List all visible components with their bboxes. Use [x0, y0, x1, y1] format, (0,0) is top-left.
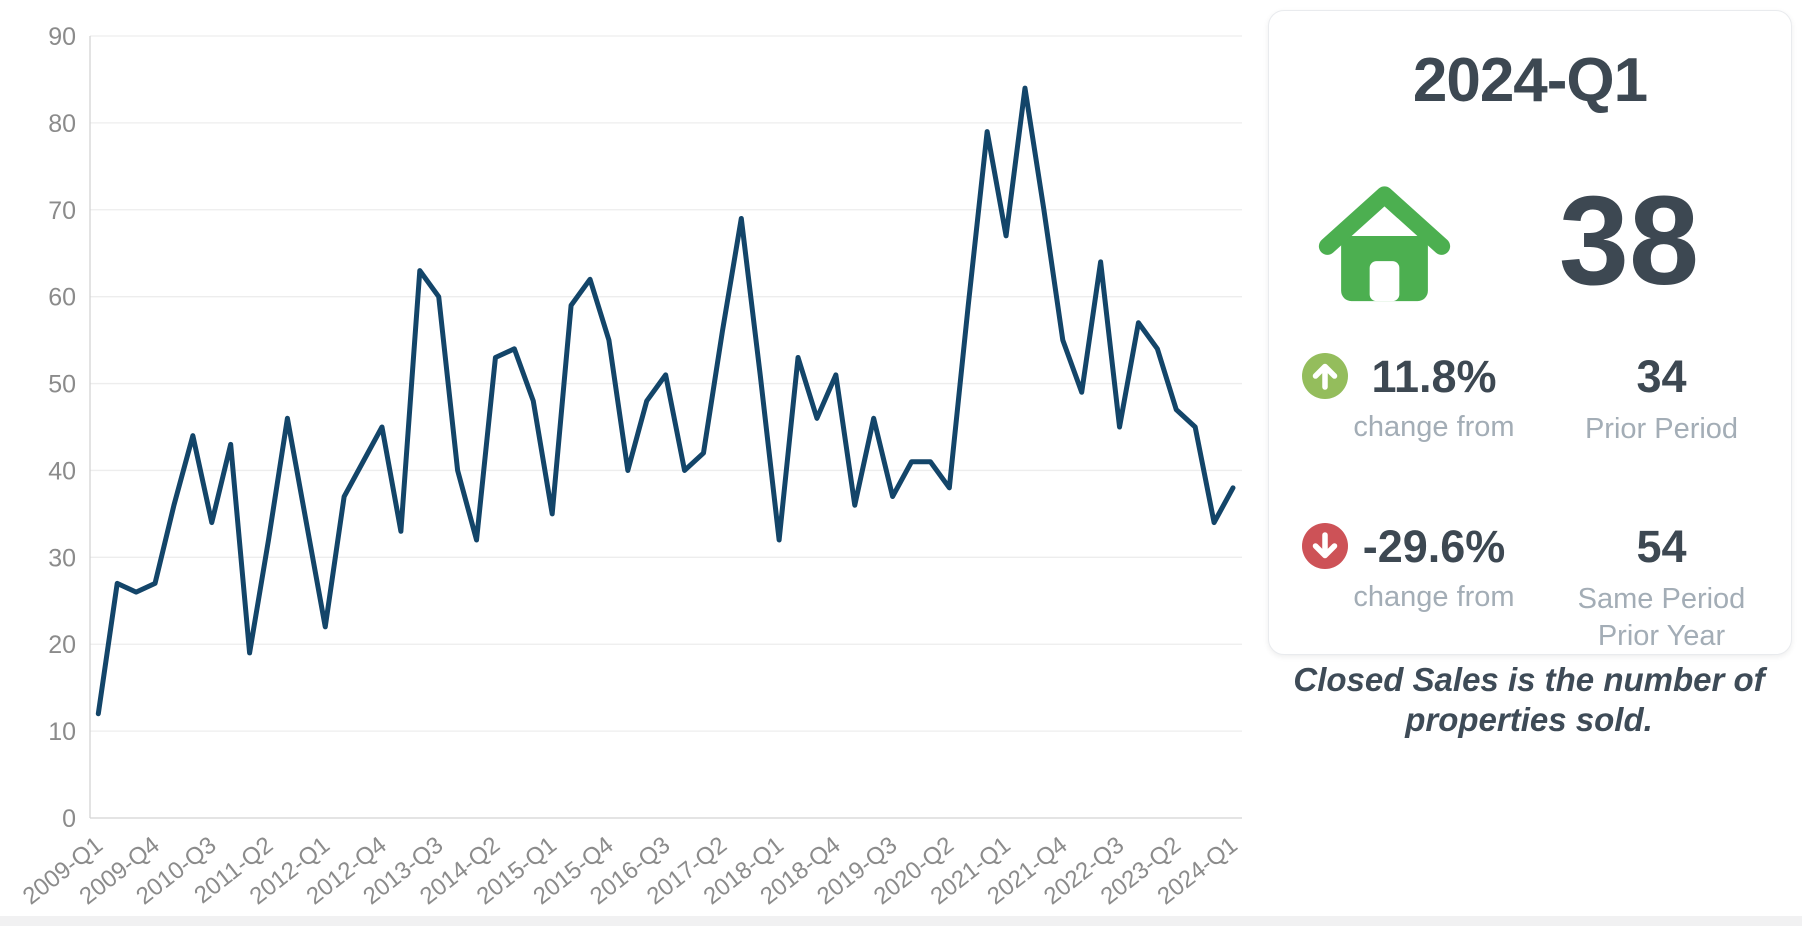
svg-text:70: 70 [48, 197, 76, 225]
chart-canvas: 01020304050607080902009-Q12009-Q42010-Q3… [18, 23, 1243, 910]
card-title: 2024-Q1 [1412, 46, 1648, 115]
prior-period-label: Prior Period [1584, 413, 1739, 445]
svg-text:40: 40 [48, 457, 76, 485]
svg-text:60: 60 [48, 284, 76, 312]
svg-text:10: 10 [48, 718, 76, 746]
arrow-down-icon [1302, 523, 1348, 569]
prior-year-change-caption: change from [1353, 581, 1515, 613]
prior-year-value: 54 [1636, 521, 1687, 572]
svg-text:20: 20 [48, 631, 76, 659]
prior-year-label: Same Period Prior Year [1577, 583, 1746, 652]
prior-period-change-pct: 11.8% [1371, 351, 1497, 402]
current-value: 38 [1558, 170, 1700, 311]
arrow-up-icon [1302, 353, 1348, 399]
svg-text:80: 80 [48, 110, 76, 138]
svg-text:50: 50 [48, 371, 76, 399]
svg-text:30: 30 [48, 544, 76, 572]
house-icon [1316, 177, 1453, 311]
bottom-strip [0, 916, 1802, 926]
closed-sales-line-chart: 0 10 20 30 40 50 60 70 80 90 2009-Q1 2009-Q4 2010-Q3… [18, 23, 1243, 910]
chart-footnote: Closed Sales is the number of properties… [1293, 661, 1765, 738]
summary-card: 2024-Q1 38 11.8% change from 34 Prior Pe… [1268, 10, 1792, 655]
svg-text:90: 90 [48, 23, 76, 51]
prior-period-value: 34 [1636, 351, 1687, 402]
svg-text:0: 0 [62, 805, 76, 833]
prior-year-change-pct: -29.6% [1362, 521, 1506, 572]
prior-period-change-caption: change from [1353, 411, 1515, 443]
